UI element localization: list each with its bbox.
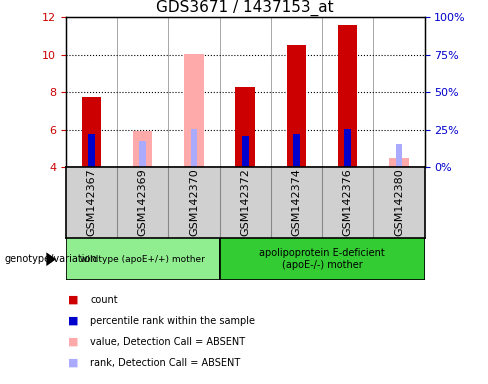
Bar [220,238,425,280]
Bar [88,134,95,167]
Text: GSM142370: GSM142370 [189,169,199,237]
Text: wildtype (apoE+/+) mother: wildtype (apoE+/+) mother [81,255,205,264]
Text: GSM142372: GSM142372 [240,169,250,237]
Bar [82,98,101,167]
Text: count: count [90,295,118,305]
Bar [140,141,146,167]
Bar [389,158,408,167]
Text: GSM142367: GSM142367 [86,169,97,237]
Bar [184,54,203,167]
Bar [242,136,248,167]
Text: value, Detection Call = ABSENT: value, Detection Call = ABSENT [90,337,245,347]
Bar [66,238,220,280]
Bar [293,134,300,167]
Text: GSM142376: GSM142376 [343,169,353,237]
Text: GSM142369: GSM142369 [138,169,148,237]
Bar [133,131,152,167]
Text: rank, Detection Call = ABSENT: rank, Detection Call = ABSENT [90,358,241,368]
Text: ■: ■ [68,358,79,368]
Text: ■: ■ [68,337,79,347]
Text: GSM142374: GSM142374 [291,169,302,237]
Text: apolipoprotein E-deficient
(apoE-/-) mother: apolipoprotein E-deficient (apoE-/-) mot… [259,248,385,270]
Text: ■: ■ [68,316,79,326]
Text: GSM142380: GSM142380 [394,169,404,237]
Bar [338,25,357,167]
Bar [236,86,255,167]
Text: percentile rank within the sample: percentile rank within the sample [90,316,255,326]
Bar [287,45,306,167]
Text: genotype/variation: genotype/variation [5,254,98,264]
Text: ■: ■ [68,295,79,305]
Bar [396,144,402,167]
Title: GDS3671 / 1437153_at: GDS3671 / 1437153_at [157,0,334,16]
Bar [191,129,197,167]
Bar [345,129,351,167]
